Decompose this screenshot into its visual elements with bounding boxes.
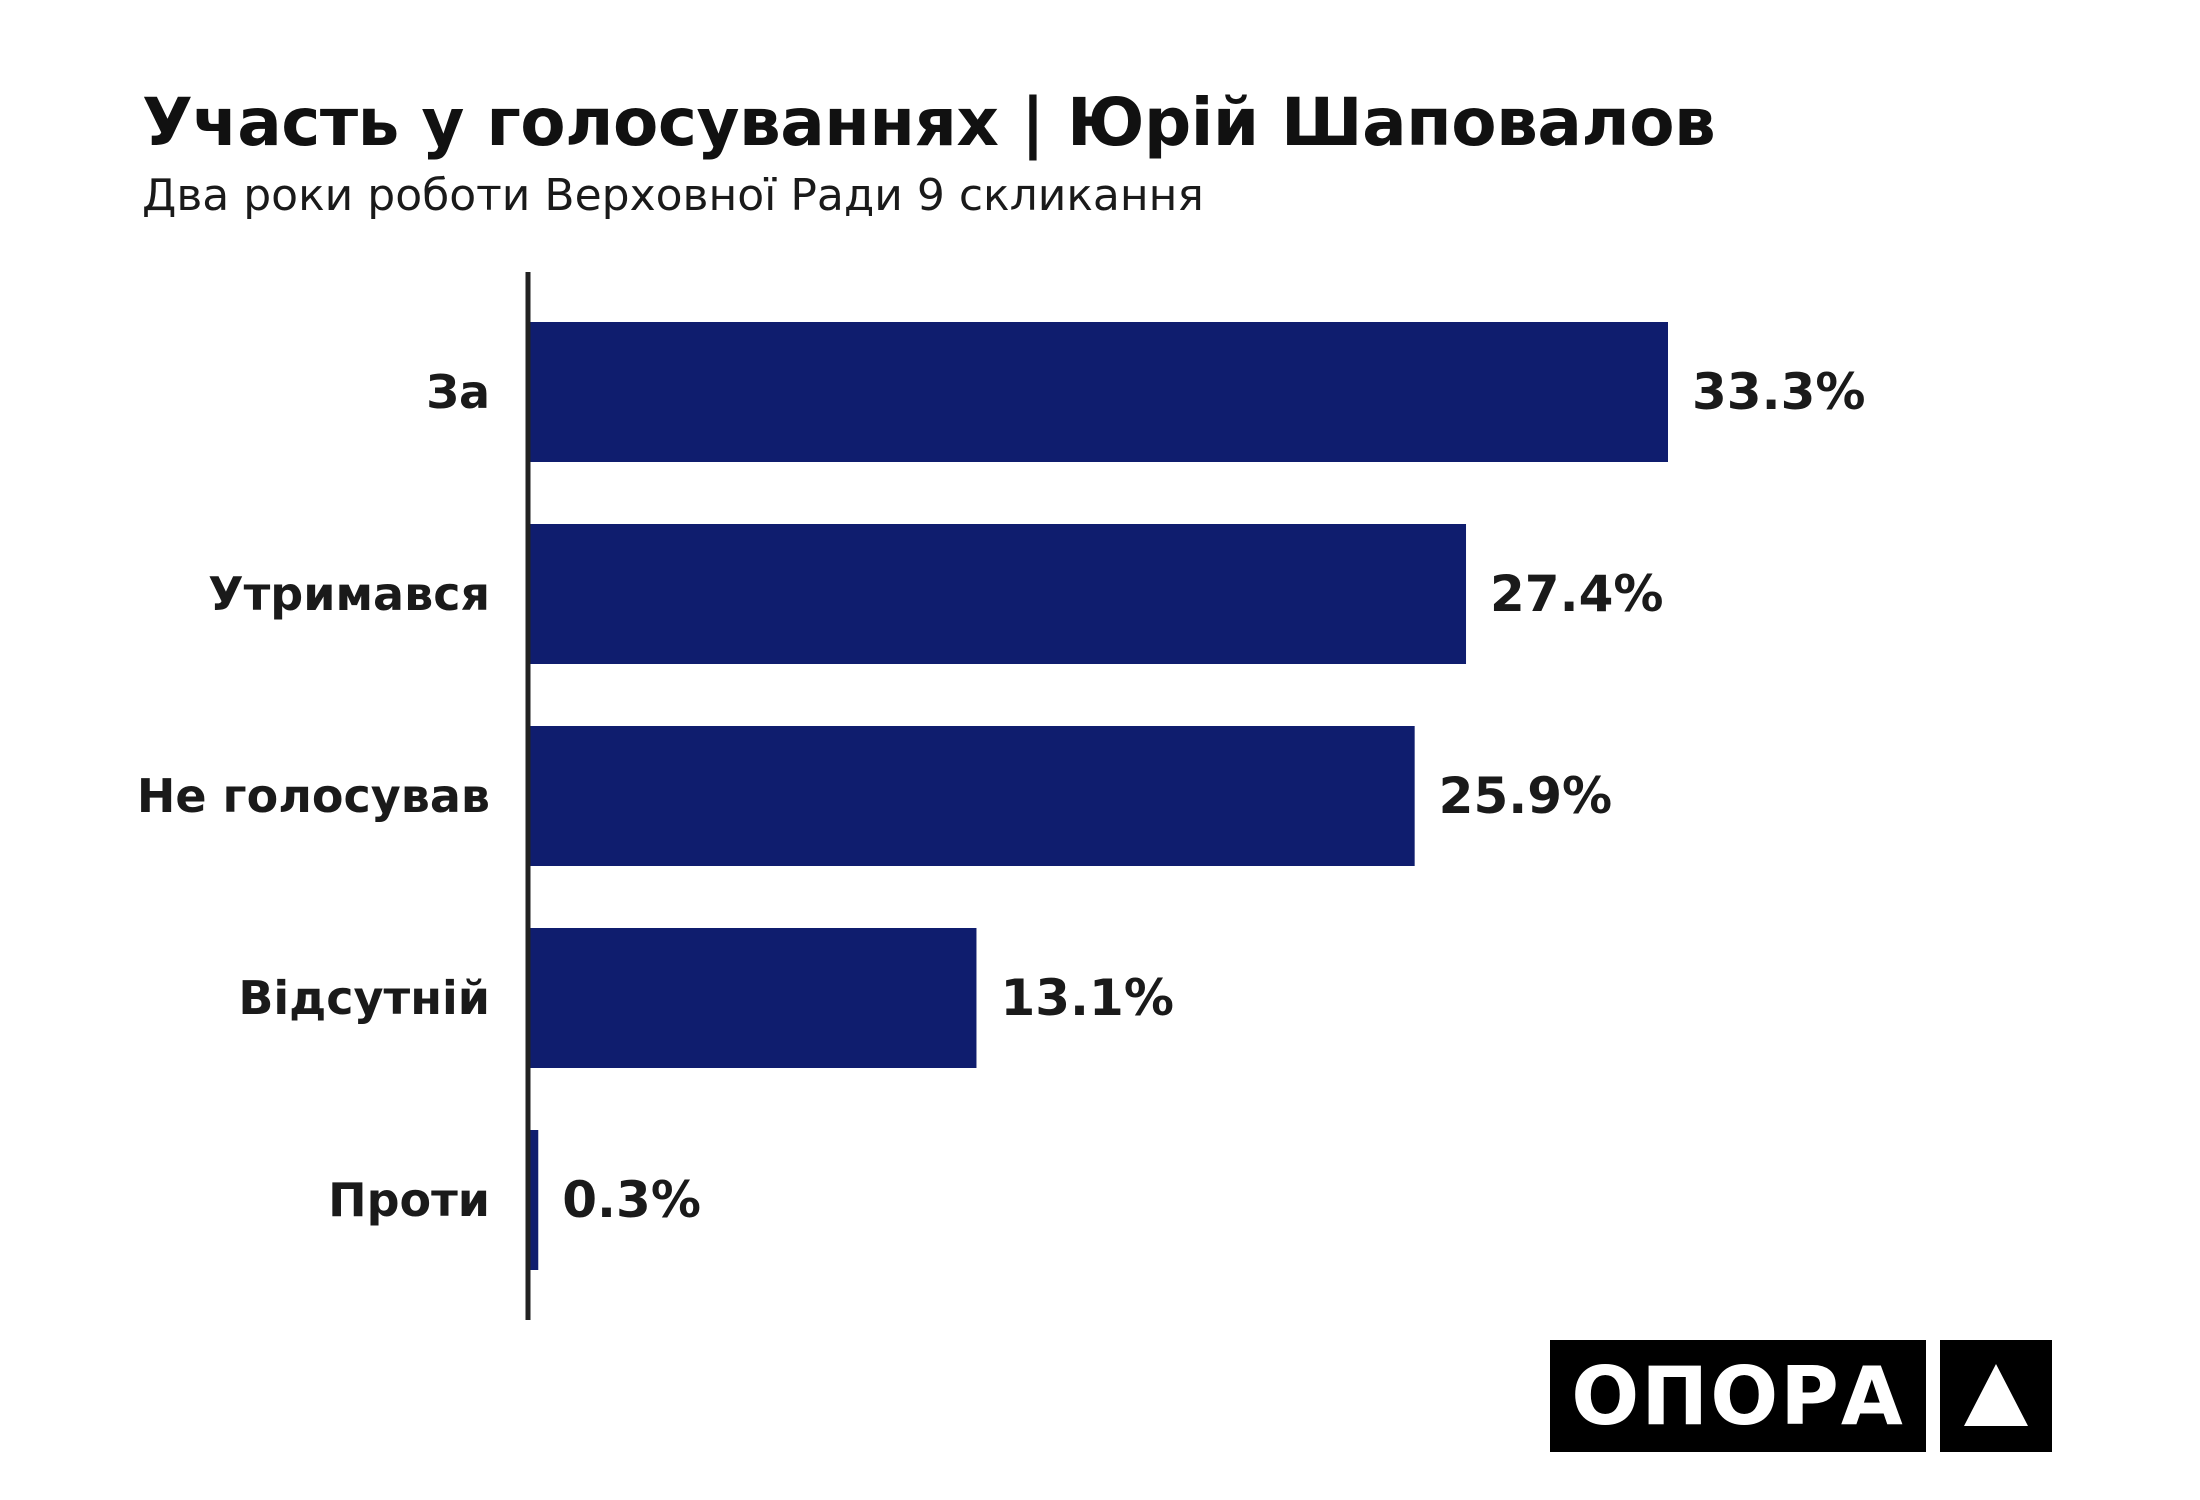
logo-wordmark: ОПОРА — [1550, 1340, 1926, 1452]
bar — [528, 322, 1668, 462]
chart-subtitle: Два роки роботи Верховної Ради 9 скликан… — [142, 170, 1204, 221]
value-label: 27.4% — [1490, 565, 1663, 623]
value-label: 13.1% — [1000, 969, 1173, 1027]
value-label: 25.9% — [1439, 767, 1612, 825]
triangle-up-icon — [1940, 1340, 2052, 1452]
bar — [528, 928, 977, 1068]
bar — [528, 1130, 539, 1270]
category-label: Проти — [328, 1173, 490, 1227]
logo-triangle — [1964, 1364, 2028, 1426]
bar-chart: За 33.3% Утримався 27.4% Не голосував 25.9% Ві… — [137, 272, 1865, 1320]
chart-title: Участь у голосуваннях | Юрій Шаповалов — [142, 84, 1716, 161]
category-label: Відсутній — [238, 971, 490, 1025]
category-label: Не голосував — [137, 769, 490, 823]
value-label: 33.3% — [1692, 363, 1865, 421]
category-label: За — [426, 365, 490, 419]
opora-logo: ОПОРА — [1550, 1340, 2052, 1452]
value-label: 0.3% — [562, 1171, 701, 1229]
bar — [528, 726, 1415, 866]
category-label: Утримався — [208, 567, 490, 621]
bar — [528, 524, 1467, 664]
